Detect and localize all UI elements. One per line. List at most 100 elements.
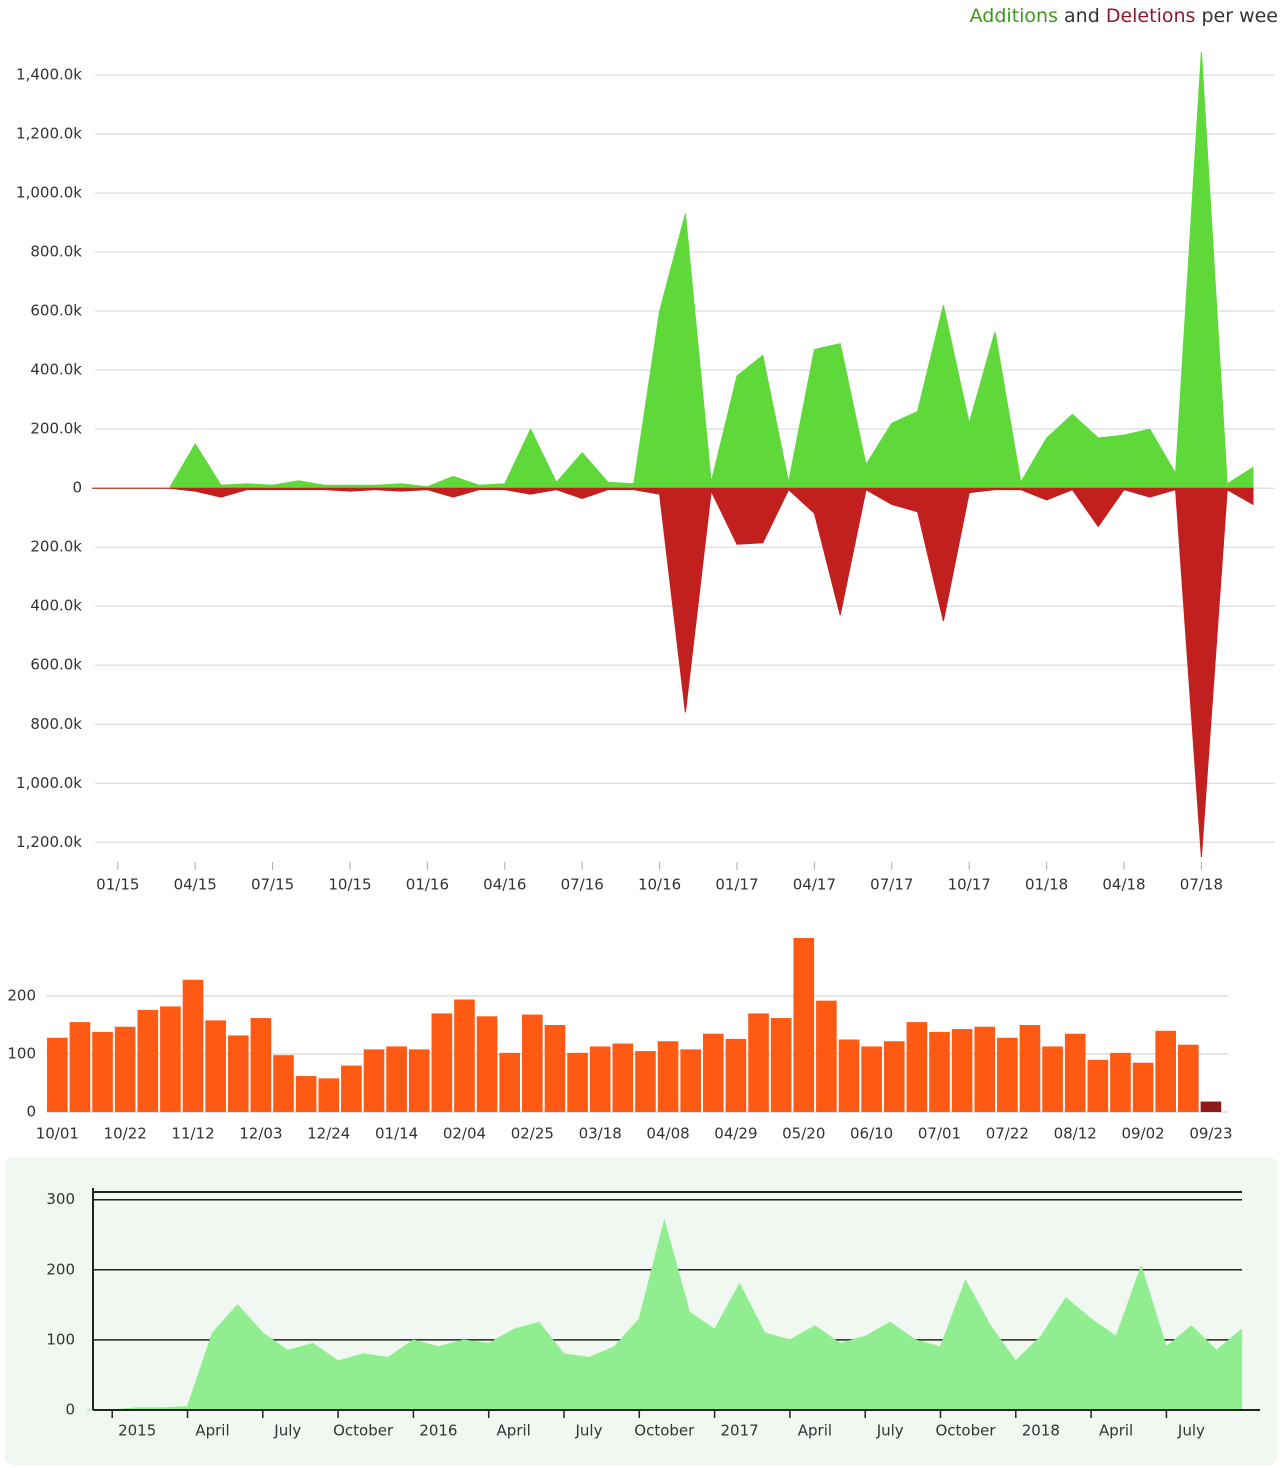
x-tick-label: October [634, 1422, 695, 1440]
x-tick-label: 2017 [721, 1422, 759, 1440]
y-tick-label: 1,400.0k [16, 66, 82, 84]
bar [974, 1026, 996, 1112]
y-tick-label: 800.0k [30, 243, 82, 261]
x-tick-label: July [575, 1422, 603, 1440]
bar [114, 1026, 136, 1112]
y-tick-label: 400.0k [30, 361, 82, 379]
bar [748, 1013, 769, 1112]
x-tick-label: 10/22 [104, 1125, 147, 1143]
x-tick-label: October [935, 1422, 996, 1440]
bar [816, 1000, 837, 1112]
y-tick-label: 200 [46, 1260, 75, 1278]
bar [997, 1037, 1018, 1112]
bar [182, 979, 204, 1112]
x-tick-label: 03/18 [579, 1125, 622, 1143]
title-deletions: Deletions [1106, 5, 1196, 27]
y-tick-label: 300 [46, 1190, 75, 1208]
bar [1042, 1046, 1063, 1112]
x-tick-label: 01/17 [715, 876, 758, 894]
x-tick-label: 01/16 [406, 876, 449, 894]
title-suffix: per wee [1201, 5, 1278, 27]
bar [702, 1033, 724, 1112]
x-tick-label: 04/08 [646, 1125, 689, 1143]
bar [341, 1065, 362, 1112]
y-tick-label: 1,200.0k [16, 833, 82, 851]
bar [1087, 1059, 1109, 1112]
chart-title: Additions and Deletions per wee [970, 5, 1278, 27]
y-tick-label: 100 [7, 1045, 36, 1063]
bar [363, 1049, 385, 1112]
x-tick-label: 02/25 [511, 1125, 554, 1143]
bar [295, 1076, 317, 1112]
bar [567, 1052, 588, 1112]
x-tick-label: 04/17 [793, 876, 836, 894]
y-tick-label: 800.0k [30, 715, 82, 733]
y-tick-label: 200.0k [30, 420, 82, 438]
bar [273, 1055, 294, 1112]
y-tick-label: 600.0k [30, 302, 82, 320]
y-tick-label: 600.0k [30, 656, 82, 674]
y-tick-label: 1,000.0k [16, 774, 82, 792]
area [87, 1218, 1243, 1411]
bar [929, 1031, 950, 1112]
x-tick-label: 07/16 [561, 876, 604, 894]
bar [205, 1020, 226, 1112]
bar [1132, 1062, 1154, 1112]
x-tick-label: April [497, 1422, 531, 1440]
bar [47, 1037, 68, 1112]
x-tick-label: 10/01 [36, 1125, 79, 1143]
y-tick-label: 0 [72, 479, 82, 497]
bar [476, 1016, 498, 1112]
bar [1178, 1044, 1199, 1112]
x-tick-label: 07/17 [870, 876, 913, 894]
x-tick-label: 2015 [118, 1422, 156, 1440]
bar [1019, 1025, 1041, 1112]
title-joiner: and [1064, 5, 1100, 27]
x-tick-label: 04/29 [714, 1125, 757, 1143]
bar [137, 1009, 159, 1112]
bar [386, 1046, 407, 1112]
bar [1064, 1033, 1086, 1112]
x-tick-label: 09/23 [1189, 1125, 1232, 1143]
bar [1110, 1052, 1131, 1112]
x-tick-label: April [195, 1422, 229, 1440]
bar [227, 1035, 249, 1112]
x-tick-label: 05/20 [782, 1125, 825, 1143]
y-tick-label: 100 [46, 1330, 75, 1348]
bar [589, 1046, 611, 1112]
y-tick-label: 0 [26, 1103, 36, 1121]
x-tick-label: April [1099, 1422, 1133, 1440]
x-tick-label: 01/15 [96, 876, 139, 894]
bar [861, 1046, 882, 1112]
x-tick-label: 10/16 [638, 876, 681, 894]
bar [522, 1014, 543, 1112]
bar [770, 1018, 792, 1112]
y-tick-label: 0 [65, 1401, 75, 1419]
x-tick-label: July [273, 1422, 301, 1440]
area [92, 487, 1254, 858]
y-tick-label: 1,200.0k [16, 125, 82, 143]
y-tick-label: 1,000.0k [16, 184, 82, 202]
bar [69, 1022, 91, 1112]
bar [544, 1025, 566, 1112]
x-tick-label: 07/22 [986, 1125, 1029, 1143]
y-tick-label: 200.0k [30, 538, 82, 556]
x-tick-label: July [1177, 1422, 1205, 1440]
x-tick-label: 12/03 [239, 1125, 282, 1143]
x-tick-label: July [876, 1422, 904, 1440]
x-tick-label: 02/04 [443, 1125, 486, 1143]
bar [408, 1049, 430, 1112]
x-tick-label: 04/15 [174, 876, 217, 894]
x-tick-label: 07/01 [918, 1125, 961, 1143]
x-tick-label: 07/18 [1180, 876, 1223, 894]
y-tick-label: 200 [7, 987, 36, 1005]
bar [1155, 1030, 1176, 1112]
title-additions: Additions [970, 5, 1058, 27]
bar [454, 999, 475, 1112]
x-tick-label: 01/18 [1025, 876, 1068, 894]
x-tick-label: 04/18 [1102, 876, 1145, 894]
bar [499, 1052, 521, 1112]
x-tick-label: 10/15 [328, 876, 371, 894]
